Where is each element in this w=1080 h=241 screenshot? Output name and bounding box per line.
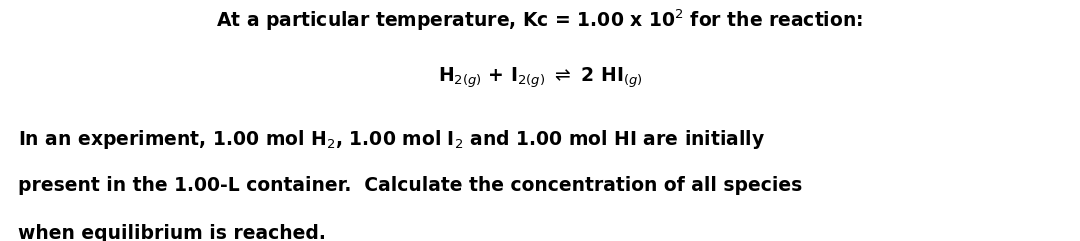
Text: At a particular temperature, Kc = 1.00 x 10$^{2}$ for the reaction:: At a particular temperature, Kc = 1.00 x…: [216, 7, 864, 33]
Text: H$_{2(g)}$ + I$_{2(g)}$ $\rightleftharpoons$ 2 HI$_{(g)}$: H$_{2(g)}$ + I$_{2(g)}$ $\rightleftharpo…: [437, 65, 643, 90]
Text: when equilibrium is reached.: when equilibrium is reached.: [18, 224, 326, 241]
Text: In an experiment, 1.00 mol H$_{2}$, 1.00 mol I$_{2}$ and 1.00 mol HI are initial: In an experiment, 1.00 mol H$_{2}$, 1.00…: [18, 128, 766, 151]
Text: present in the 1.00-L container.  Calculate the concentration of all species: present in the 1.00-L container. Calcula…: [18, 176, 802, 195]
